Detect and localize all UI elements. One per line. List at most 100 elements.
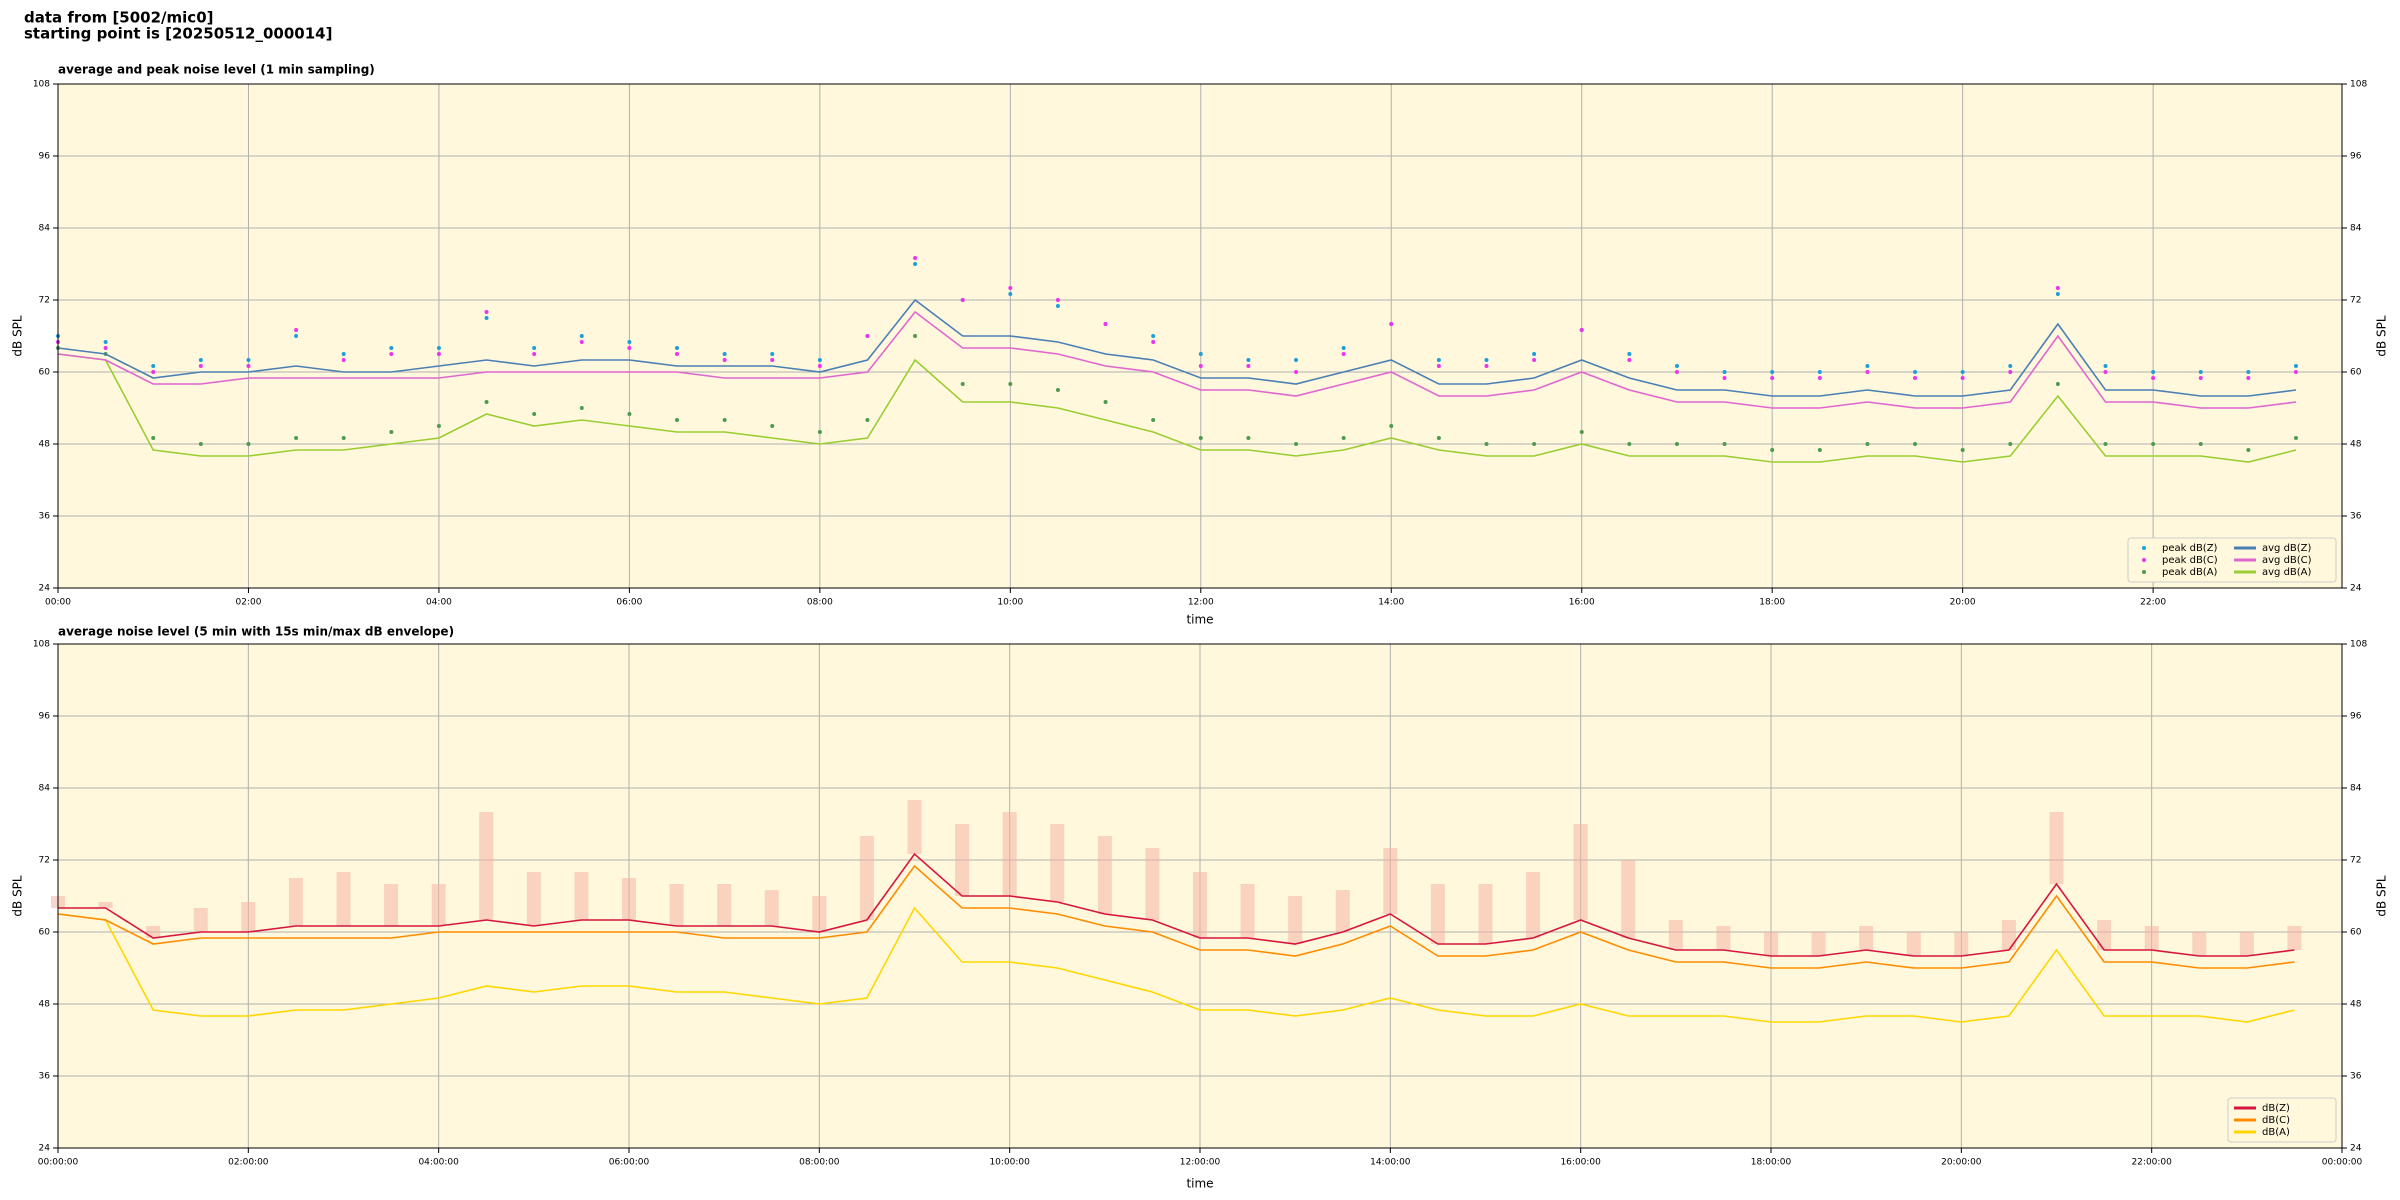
- header-line: data from [5002/mic0]: [24, 9, 214, 27]
- y-tick-label-right: 60: [2350, 368, 2362, 378]
- peak-point: [1770, 448, 1775, 452]
- peak-point: [151, 370, 156, 374]
- y-tick-label: 36: [39, 1072, 51, 1082]
- peak-point: [1198, 352, 1203, 356]
- x-tick-label: 10:00:00: [989, 1158, 1030, 1168]
- x-tick-label: 04:00: [426, 598, 452, 608]
- peak-point: [865, 334, 870, 338]
- series-line: [57, 298, 2297, 397]
- peak-point: [2246, 370, 2251, 374]
- legend-box: [2127, 537, 2337, 583]
- peak-point: [532, 346, 537, 350]
- peak-point: [1532, 442, 1537, 446]
- peak-point: [913, 256, 918, 260]
- peak-point: [1484, 442, 1489, 446]
- peak-point: [1103, 322, 1108, 326]
- peak-point: [722, 358, 727, 362]
- peak-point: [913, 262, 918, 266]
- peak-point: [198, 442, 203, 446]
- x-axis-label: time: [1186, 613, 1213, 627]
- peak-point: [436, 424, 441, 428]
- peak-point: [1722, 442, 1727, 446]
- peak-point: [1770, 370, 1775, 374]
- peak-point: [1436, 358, 1441, 362]
- y-tick-label-right: 48: [2350, 440, 2362, 450]
- peak-point: [2008, 442, 2013, 446]
- peak-point: [817, 358, 822, 362]
- plot-background: [58, 84, 2342, 588]
- y-tick-label: 84: [39, 224, 51, 234]
- peak-point: [341, 358, 346, 362]
- peak-point: [2103, 442, 2108, 446]
- y-tick-label: 48: [39, 440, 51, 450]
- peak-point: [1579, 430, 1584, 434]
- peak-point: [1865, 442, 1870, 446]
- legend-label: avg dB(C): [2262, 555, 2312, 566]
- peak-point: [817, 430, 822, 434]
- y-tick-label: 48: [39, 1000, 51, 1010]
- x-tick-label: 02:00:00: [228, 1158, 269, 1168]
- legend-label: avg dB(Z): [2262, 543, 2312, 554]
- peak-point: [1246, 364, 1251, 368]
- peak-point: [294, 328, 299, 332]
- peak-point: [1246, 436, 1251, 440]
- legend-label: dB(A): [2262, 1127, 2290, 1138]
- y-axis-label: dB SPL: [11, 315, 25, 357]
- x-tick-label: 06:00: [616, 598, 642, 608]
- peak-point: [1198, 364, 1203, 368]
- peak-point: [1294, 370, 1299, 374]
- peak-point: [389, 346, 394, 350]
- peak-point: [2198, 370, 2203, 374]
- peak-point: [484, 310, 489, 314]
- x-tick-label: 02:00: [235, 598, 261, 608]
- peak-point: [2293, 370, 2298, 374]
- x-tick-label: 18:00: [1759, 598, 1785, 608]
- x-tick-label: 18:00:00: [1751, 1158, 1792, 1168]
- chart-title: average noise level (5 min with 15s min/…: [58, 625, 454, 639]
- y-axis-label: dB SPL: [11, 875, 25, 917]
- peak-point: [1008, 286, 1013, 290]
- x-tick-label: 00:00:00: [2322, 1158, 2363, 1168]
- peak-point: [1627, 358, 1632, 362]
- peak-point: [1913, 442, 1918, 446]
- y-tick-label: 72: [39, 296, 50, 306]
- peak-point: [341, 352, 346, 356]
- legend-marker: [2142, 570, 2146, 574]
- x-axis-label: time: [1186, 1177, 1213, 1191]
- y-tick-label-right: 48: [2350, 1000, 2362, 1010]
- y-tick-label: 24: [39, 584, 51, 594]
- peak-point: [246, 358, 251, 362]
- peak-point: [484, 316, 489, 320]
- peak-point: [1674, 442, 1679, 446]
- x-tick-label: 00:00: [45, 598, 71, 608]
- peak-point: [675, 346, 680, 350]
- peak-point: [1627, 442, 1632, 446]
- y-tick-label-right: 60: [2350, 928, 2362, 938]
- peak-point: [1627, 352, 1632, 356]
- peak-point: [1436, 364, 1441, 368]
- y-tick-label: 60: [39, 368, 51, 378]
- y-tick-label: 72: [39, 856, 50, 866]
- peak-point: [2103, 364, 2108, 368]
- y-axis-label-right: dB SPL: [2375, 875, 2389, 917]
- x-tick-label: 12:00:00: [1180, 1158, 1221, 1168]
- peak-point: [1436, 436, 1441, 440]
- peak-point: [960, 298, 965, 302]
- peak-point: [341, 436, 346, 440]
- y-tick-label: 108: [33, 80, 50, 90]
- peak-point: [198, 364, 203, 368]
- y-tick-label-right: 36: [2350, 512, 2362, 522]
- chart-title: average and peak noise level (1 min samp…: [58, 63, 375, 77]
- peak-point: [1151, 418, 1156, 422]
- peak-point: [246, 442, 251, 446]
- plot-frame: [57, 83, 2343, 589]
- peak-point: [960, 382, 965, 386]
- peak-point: [1674, 364, 1679, 368]
- x-tick-label: 14:00:00: [1370, 1158, 1411, 1168]
- peak-point: [913, 334, 918, 338]
- legend-label: dB(C): [2262, 1115, 2290, 1126]
- y-tick-label-right: 84: [2350, 224, 2362, 234]
- peak-point: [484, 400, 489, 404]
- peak-point: [1770, 376, 1775, 380]
